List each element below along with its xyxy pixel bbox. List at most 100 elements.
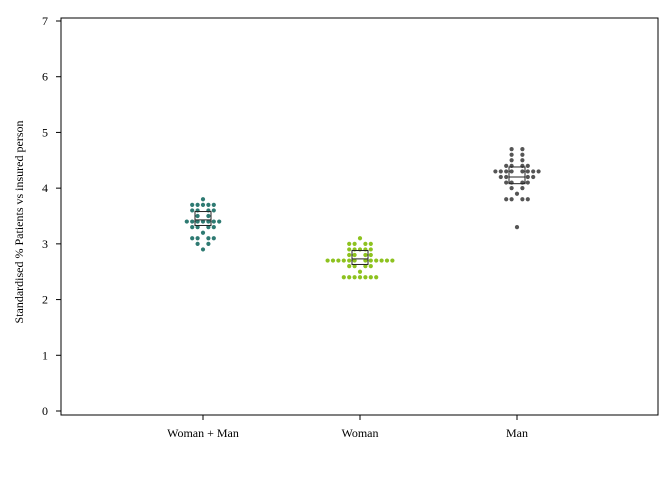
y-tick-label: 2 [42, 293, 48, 307]
data-point [206, 219, 211, 224]
data-point [195, 219, 200, 224]
data-point [525, 169, 530, 174]
data-point [390, 258, 395, 263]
data-point [347, 252, 352, 258]
data-point [363, 241, 368, 246]
data-point [368, 275, 373, 280]
data-point [504, 180, 509, 185]
data-point [341, 275, 346, 280]
y-tick-label: 0 [42, 404, 48, 418]
iqr-box [508, 166, 526, 185]
data-point [363, 275, 368, 280]
data-point [525, 163, 530, 168]
data-point [195, 225, 200, 230]
data-point [520, 147, 525, 152]
data-point [195, 236, 200, 241]
data-point [200, 202, 206, 207]
data-point [509, 169, 514, 174]
data-point [195, 213, 200, 219]
data-point [184, 219, 189, 224]
data-point [217, 219, 222, 224]
data-point [363, 264, 368, 269]
data-point [520, 169, 525, 174]
data-point [211, 219, 216, 224]
x-axis: Woman + Man Woman Man [167, 415, 528, 440]
data-point [352, 241, 357, 246]
x-tick-label: Man [506, 426, 528, 440]
data-point [514, 191, 520, 196]
data-point [211, 202, 216, 207]
data-point [520, 158, 525, 163]
data-point [368, 252, 373, 258]
data-point [195, 241, 200, 246]
data-point [200, 219, 206, 224]
data-point [493, 169, 498, 174]
data-point [531, 169, 536, 174]
data-point [190, 219, 195, 224]
data-point [520, 197, 525, 202]
data-point [206, 241, 211, 246]
data-point [357, 269, 363, 274]
data-point [368, 264, 373, 269]
data-point [498, 169, 503, 174]
data-point [520, 186, 525, 191]
data-point [206, 213, 211, 219]
x-tick-label: Woman [341, 426, 378, 440]
data-point [190, 225, 195, 230]
data-point [352, 264, 357, 269]
data-point [211, 225, 216, 230]
data-point [504, 169, 509, 174]
data-point [514, 225, 520, 230]
data-point [536, 169, 541, 174]
x-tick-label: Woman + Man [167, 426, 239, 440]
data-point [211, 236, 216, 241]
y-tick-label: 6 [42, 70, 48, 84]
data-point [200, 230, 206, 235]
data-point [190, 236, 195, 241]
data-point [368, 241, 373, 246]
data-point [379, 258, 384, 263]
data-point [368, 258, 373, 263]
series-group [184, 197, 222, 252]
data-point [211, 208, 216, 213]
data-point [347, 264, 352, 269]
data-point [520, 152, 525, 157]
data-point [504, 197, 509, 202]
data-point [531, 174, 536, 180]
y-tick-label: 7 [42, 14, 48, 28]
data-point [504, 163, 509, 168]
data-point [190, 208, 195, 213]
data-point [206, 236, 211, 241]
data-point [190, 202, 195, 207]
data-point [325, 258, 330, 263]
data-point [200, 247, 206, 252]
data-point [347, 241, 352, 246]
iqr-box [351, 250, 369, 265]
data-point [509, 152, 514, 157]
series-group [325, 236, 395, 280]
data-point [363, 252, 368, 258]
data-point [206, 225, 211, 230]
data-point [509, 158, 514, 163]
data-point [525, 174, 530, 180]
data-point [200, 197, 206, 202]
data-point [206, 202, 211, 207]
data-point [347, 258, 352, 263]
data-point [504, 174, 509, 180]
data-point [368, 247, 373, 252]
data-point [509, 197, 514, 202]
data-point [330, 258, 336, 263]
y-tick-label: 1 [42, 348, 48, 362]
data-point [384, 258, 390, 263]
data-point [363, 258, 368, 263]
data-point [509, 186, 514, 191]
y-axis-title: Standardised % Patients vs insured perso… [12, 121, 26, 324]
data-point [509, 147, 514, 152]
data-point [374, 258, 379, 263]
data-point [347, 275, 352, 280]
series-group [493, 147, 541, 230]
data-point [374, 275, 379, 280]
data-point [357, 236, 363, 241]
